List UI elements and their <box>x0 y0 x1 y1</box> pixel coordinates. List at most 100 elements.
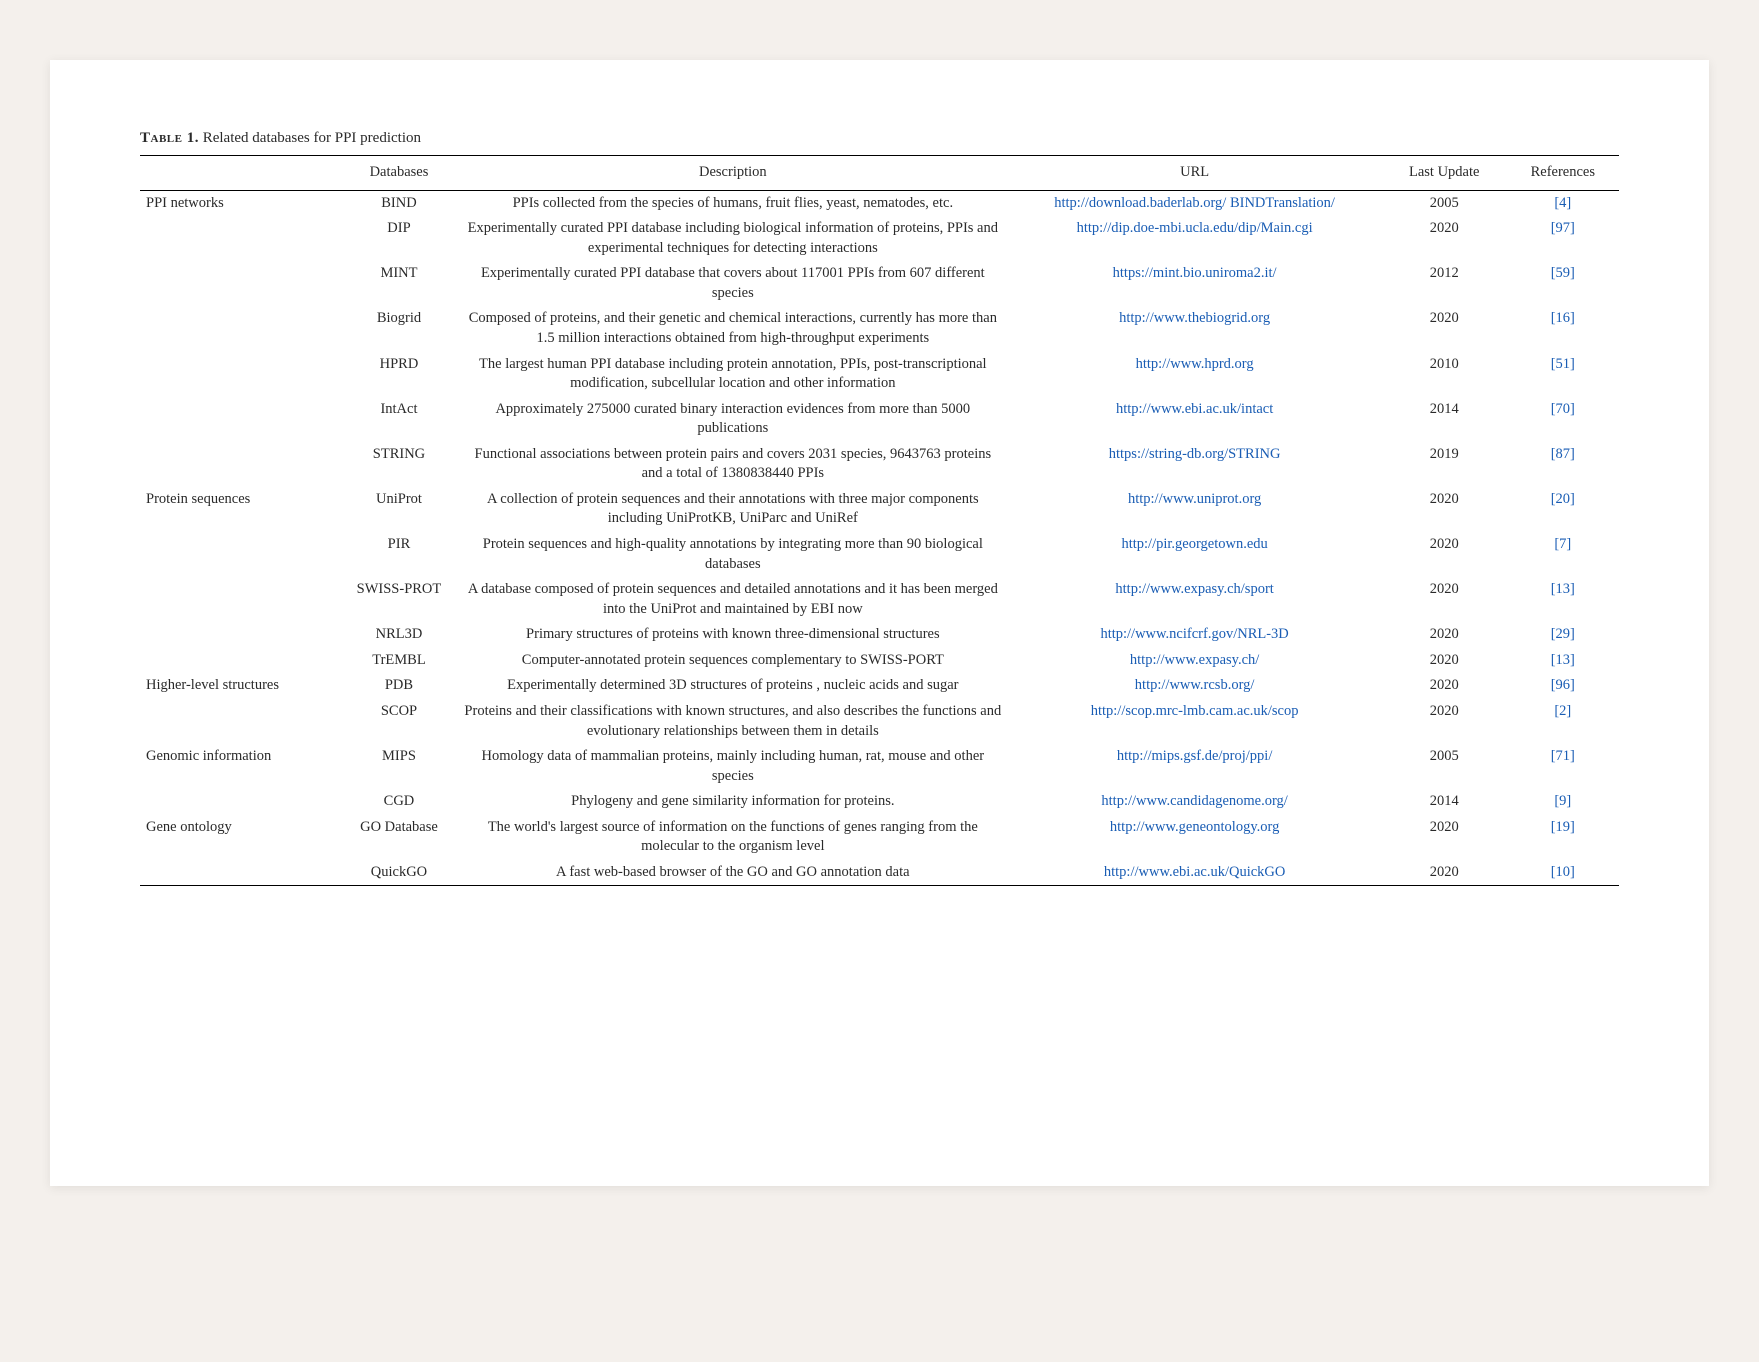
cell-category: Higher-level structures <box>140 673 340 699</box>
url-link[interactable]: https://string-db.org/STRING <box>1109 446 1281 462</box>
cell-last-update: 2020 <box>1382 306 1507 351</box>
cell-reference: [87] <box>1507 442 1619 487</box>
cell-category <box>140 622 340 648</box>
cell-description: Computer-annotated protein sequences com… <box>458 648 1007 674</box>
cell-url: http://www.geneontology.org <box>1007 815 1381 860</box>
cell-last-update: 2019 <box>1382 442 1507 487</box>
table-row: HPRDThe largest human PPI database inclu… <box>140 352 1619 397</box>
table-row: SWISS-PROTA database composed of protein… <box>140 577 1619 622</box>
url-link[interactable]: http://www.rcsb.org/ <box>1135 677 1255 693</box>
col-header-url: URL <box>1007 156 1381 191</box>
reference-link[interactable]: [4] <box>1554 195 1571 211</box>
reference-link[interactable]: [13] <box>1551 652 1575 668</box>
caption-text: Related databases for PPI prediction <box>203 130 421 146</box>
url-link[interactable]: http://pir.georgetown.edu <box>1121 536 1267 552</box>
cell-description: Primary structures of proteins with know… <box>458 622 1007 648</box>
cell-database: UniProt <box>340 487 459 532</box>
reference-link[interactable]: [29] <box>1551 626 1575 642</box>
table-row: Genomic informationMIPSHomology data of … <box>140 744 1619 789</box>
cell-description: A collection of protein sequences and th… <box>458 487 1007 532</box>
cell-url: https://string-db.org/STRING <box>1007 442 1381 487</box>
reference-link[interactable]: [10] <box>1551 864 1575 880</box>
cell-reference: [19] <box>1507 815 1619 860</box>
url-link[interactable]: http://www.geneontology.org <box>1110 819 1279 835</box>
cell-url: http://www.hprd.org <box>1007 352 1381 397</box>
reference-link[interactable]: [70] <box>1551 401 1575 417</box>
cell-database: BIND <box>340 190 459 216</box>
cell-database: PDB <box>340 673 459 699</box>
url-link[interactable]: http://www.ebi.ac.uk/intact <box>1116 401 1273 417</box>
cell-reference: [20] <box>1507 487 1619 532</box>
reference-link[interactable]: [51] <box>1551 356 1575 372</box>
cell-last-update: 2020 <box>1382 815 1507 860</box>
table-row: DIPExperimentally curated PPI database i… <box>140 216 1619 261</box>
reference-link[interactable]: [7] <box>1554 536 1571 552</box>
cell-category: Genomic information <box>140 744 340 789</box>
cell-last-update: 2020 <box>1382 577 1507 622</box>
cell-database: QuickGO <box>340 860 459 886</box>
cell-reference: [7] <box>1507 532 1619 577</box>
cell-category <box>140 261 340 306</box>
reference-link[interactable]: [87] <box>1551 446 1575 462</box>
url-link[interactable]: http://www.ebi.ac.uk/QuickGO <box>1104 864 1285 880</box>
url-link[interactable]: http://www.expasy.ch/sport <box>1115 581 1273 597</box>
caption-label: Table 1. <box>140 130 199 146</box>
reference-link[interactable]: [97] <box>1551 220 1575 236</box>
url-link[interactable]: http://www.hprd.org <box>1136 356 1254 372</box>
cell-category <box>140 860 340 886</box>
table-body: PPI networksBINDPPIs collected from the … <box>140 190 1619 886</box>
cell-description: Proteins and their classifications with … <box>458 699 1007 744</box>
cell-last-update: 2020 <box>1382 532 1507 577</box>
table-row: CGDPhylogeny and gene similarity informa… <box>140 789 1619 815</box>
reference-link[interactable]: [2] <box>1554 703 1571 719</box>
reference-link[interactable]: [19] <box>1551 819 1575 835</box>
table-row: BiogridComposed of proteins, and their g… <box>140 306 1619 351</box>
url-link[interactable]: http://www.uniprot.org <box>1128 491 1261 507</box>
cell-category <box>140 577 340 622</box>
cell-reference: [70] <box>1507 397 1619 442</box>
reference-link[interactable]: [71] <box>1551 748 1575 764</box>
cell-database: CGD <box>340 789 459 815</box>
reference-link[interactable]: [9] <box>1554 793 1571 809</box>
url-link[interactable]: https://mint.bio.uniroma2.it/ <box>1113 265 1277 281</box>
url-link[interactable]: http://www.ncifcrf.gov/NRL-3D <box>1100 626 1288 642</box>
cell-category: Gene ontology <box>140 815 340 860</box>
cell-reference: [96] <box>1507 673 1619 699</box>
cell-database: SWISS-PROT <box>340 577 459 622</box>
url-link[interactable]: http://dip.doe-mbi.ucla.edu/dip/Main.cgi <box>1077 220 1313 236</box>
url-link[interactable]: http://www.candidagenome.org/ <box>1101 793 1287 809</box>
table-row: TrEMBLComputer-annotated protein sequenc… <box>140 648 1619 674</box>
url-link[interactable]: http://mips.gsf.de/proj/ppi/ <box>1117 748 1272 764</box>
cell-category: PPI networks <box>140 190 340 216</box>
cell-reference: [9] <box>1507 789 1619 815</box>
reference-link[interactable]: [96] <box>1551 677 1575 693</box>
url-link[interactable]: http://scop.mrc-lmb.cam.ac.uk/scop <box>1091 703 1299 719</box>
cell-description: The world's largest source of informatio… <box>458 815 1007 860</box>
table-row: QuickGOA fast web-based browser of the G… <box>140 860 1619 886</box>
cell-last-update: 2014 <box>1382 789 1507 815</box>
table-header-row: Databases Description URL Last Update Re… <box>140 156 1619 191</box>
cell-description: Composed of proteins, and their genetic … <box>458 306 1007 351</box>
reference-link[interactable]: [59] <box>1551 265 1575 281</box>
cell-url: http://pir.georgetown.edu <box>1007 532 1381 577</box>
cell-database: PIR <box>340 532 459 577</box>
ppi-databases-table: Databases Description URL Last Update Re… <box>140 155 1619 886</box>
cell-reference: [13] <box>1507 648 1619 674</box>
cell-description: Homology data of mammalian proteins, mai… <box>458 744 1007 789</box>
cell-database: STRING <box>340 442 459 487</box>
cell-last-update: 2005 <box>1382 190 1507 216</box>
cell-last-update: 2020 <box>1382 622 1507 648</box>
url-link[interactable]: http://download.baderlab.org/ BINDTransl… <box>1054 195 1335 211</box>
reference-link[interactable]: [16] <box>1551 310 1575 326</box>
url-link[interactable]: http://www.thebiogrid.org <box>1119 310 1270 326</box>
cell-url: http://www.ncifcrf.gov/NRL-3D <box>1007 622 1381 648</box>
cell-description: Approximately 275000 curated binary inte… <box>458 397 1007 442</box>
cell-url: https://mint.bio.uniroma2.it/ <box>1007 261 1381 306</box>
cell-database: DIP <box>340 216 459 261</box>
url-link[interactable]: http://www.expasy.ch/ <box>1130 652 1259 668</box>
cell-description: A database composed of protein sequences… <box>458 577 1007 622</box>
reference-link[interactable]: [20] <box>1551 491 1575 507</box>
cell-description: Experimentally curated PPI database incl… <box>458 216 1007 261</box>
reference-link[interactable]: [13] <box>1551 581 1575 597</box>
cell-last-update: 2020 <box>1382 673 1507 699</box>
